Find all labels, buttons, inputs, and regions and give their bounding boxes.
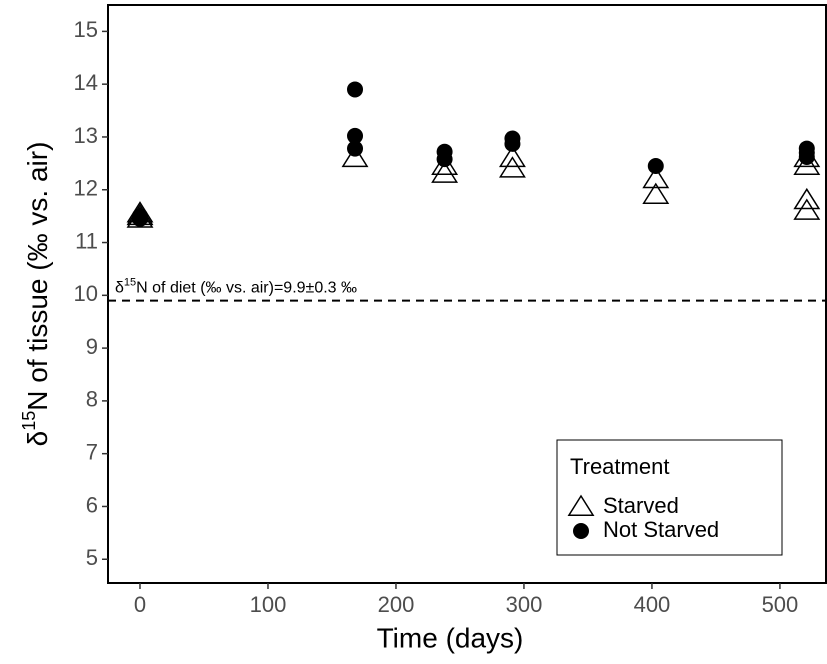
y-tick-label: 10 bbox=[74, 281, 98, 306]
point-triangle bbox=[498, 145, 526, 168]
y-tick-label: 7 bbox=[86, 439, 98, 464]
x-axis-label: Time (days) bbox=[377, 622, 524, 653]
y-tick-label: 14 bbox=[74, 70, 98, 95]
y-axis-label: δ15N of tissue (‰ vs. air) bbox=[19, 142, 54, 447]
point-circle bbox=[436, 151, 453, 168]
point-triangle bbox=[793, 187, 821, 210]
y-tick-label: 15 bbox=[74, 17, 98, 42]
point-triangle bbox=[498, 156, 526, 178]
y-label-part: δ bbox=[22, 431, 53, 447]
legend-title: Treatment bbox=[570, 454, 669, 479]
point-triangle bbox=[567, 494, 595, 516]
y-label-part: N of tissue (‰ vs. air) bbox=[22, 142, 53, 411]
legend-box bbox=[556, 439, 783, 556]
point-circle bbox=[573, 523, 589, 539]
point-triangle bbox=[642, 166, 670, 189]
y-tick-label: 12 bbox=[74, 176, 98, 201]
point-circle bbox=[798, 149, 815, 166]
annotation: δ15N of diet (‰ vs. air)=9.9±0.3 ‰ bbox=[115, 277, 357, 297]
x-tick-label: 100 bbox=[250, 592, 287, 617]
point-circle bbox=[504, 135, 521, 152]
x-tick-label: 400 bbox=[634, 592, 671, 617]
point-circle bbox=[347, 127, 364, 144]
y-tick-label: 9 bbox=[86, 334, 98, 359]
annotation-part: 15 bbox=[124, 277, 136, 289]
point-triangle bbox=[341, 145, 369, 168]
point-triangle bbox=[431, 153, 459, 175]
point-triangle bbox=[793, 153, 821, 175]
point-circle bbox=[647, 157, 664, 174]
legend-label: Not Starved bbox=[603, 517, 719, 542]
x-tick-label: 300 bbox=[506, 592, 543, 617]
point-triangle bbox=[431, 161, 459, 183]
x-tick-label: 500 bbox=[762, 592, 799, 617]
point-circle bbox=[131, 208, 148, 225]
y-label-sup: 15 bbox=[19, 411, 39, 431]
y-tick-label: 5 bbox=[86, 545, 98, 570]
y-tick-label: 13 bbox=[74, 123, 98, 148]
point-triangle bbox=[642, 182, 670, 205]
point-triangle bbox=[793, 198, 821, 220]
y-tick-label: 11 bbox=[75, 228, 98, 253]
annotation-part: δ bbox=[115, 280, 124, 297]
legend-label: Starved bbox=[603, 493, 679, 518]
point-circle bbox=[347, 81, 364, 98]
x-tick-label: 0 bbox=[134, 592, 146, 617]
x-tick-label: 200 bbox=[378, 592, 415, 617]
annotation-part: N of diet (‰ vs. air)=9.9±0.3 ‰ bbox=[136, 280, 357, 297]
plot-frame bbox=[107, 4, 827, 584]
point-circle bbox=[347, 140, 364, 157]
y-tick-label: 8 bbox=[86, 387, 98, 412]
y-tick-label: 6 bbox=[86, 492, 98, 517]
